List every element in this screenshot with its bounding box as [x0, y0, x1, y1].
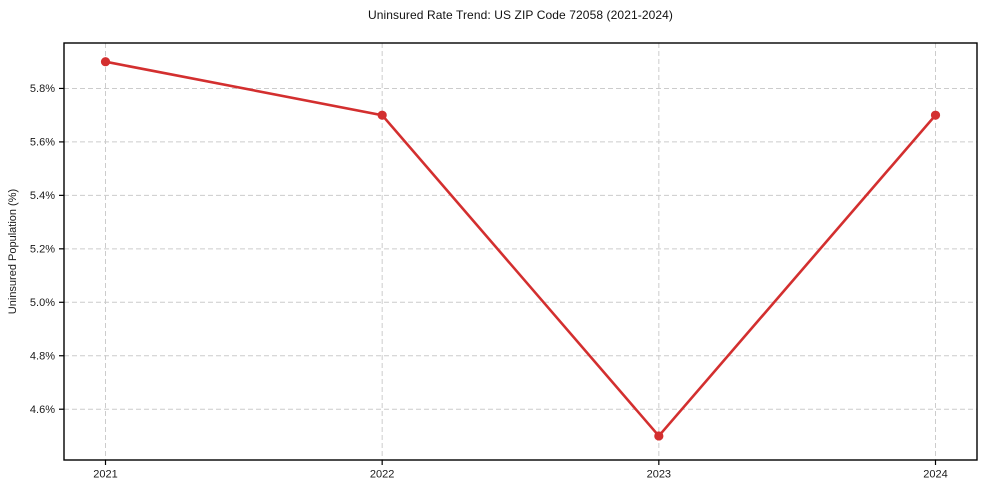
y-tick-label: 5.2%	[30, 244, 55, 256]
plot-border	[63, 42, 978, 461]
x-tick-label: 2021	[93, 469, 117, 481]
data-point-marker	[100, 57, 111, 67]
y-tick-label: 5.8%	[30, 83, 55, 95]
data-point-marker	[930, 110, 941, 120]
x-tick-label: 2024	[923, 469, 947, 481]
y-tick-label: 5.4%	[30, 190, 55, 202]
data-point-marker	[377, 110, 387, 120]
chart-title: Uninsured Rate Trend: US ZIP Code 72058 …	[367, 8, 674, 22]
y-tick-label: 5.0%	[30, 297, 55, 309]
x-tick-label: 2023	[647, 469, 671, 481]
y-tick-label: 4.6%	[30, 404, 55, 416]
y-tick-label: 4.8%	[30, 351, 55, 363]
y-tick-label: 5.6%	[30, 137, 55, 149]
trend-line	[104, 60, 937, 438]
data-point-marker	[654, 431, 664, 441]
x-tick-label: 2022	[370, 469, 394, 481]
